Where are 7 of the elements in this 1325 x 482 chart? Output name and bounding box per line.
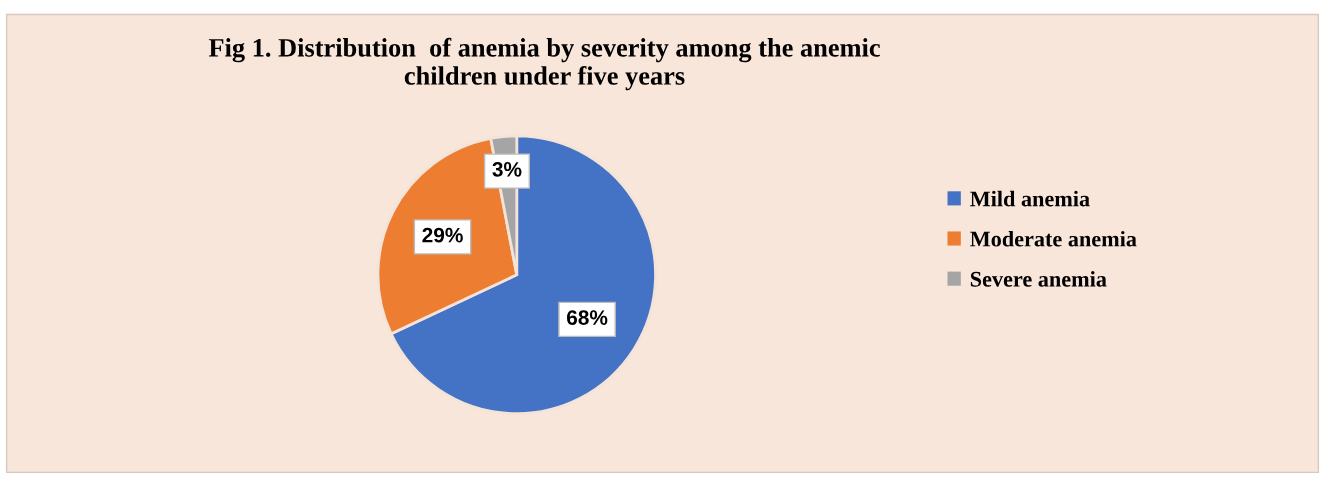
legend-label: Severe anemia [970, 271, 1107, 287]
data-label: 29% [422, 227, 463, 243]
data-label: 3% [492, 161, 522, 177]
chart-title: Fig 1. Distribution of anemia by severity among the anemic children under five years [208, 37, 880, 91]
legend-label: Mild anemia [970, 190, 1090, 207]
legend-label: Moderate anemia [970, 230, 1137, 247]
data-label: 68% [566, 310, 608, 325]
